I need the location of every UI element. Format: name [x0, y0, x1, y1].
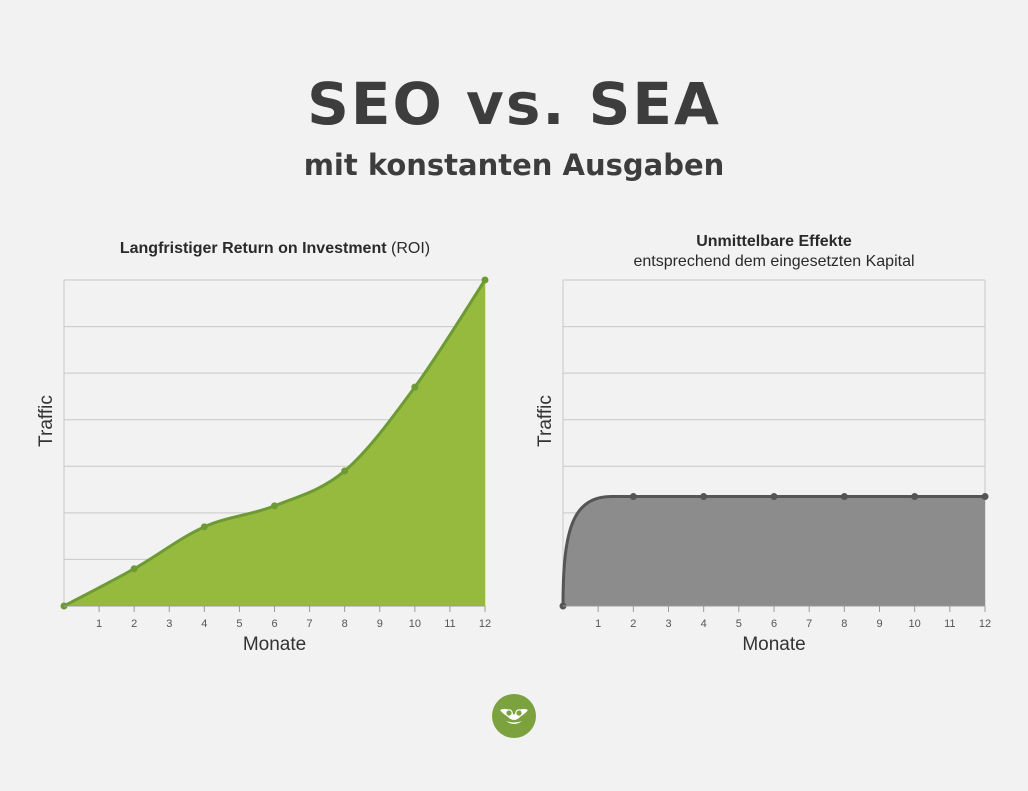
sea-x-tick-label: 5	[736, 618, 742, 630]
seo-data-point	[411, 383, 419, 391]
sea-x-tick-label: 8	[841, 618, 847, 630]
sea-y-axis-label: Traffic	[535, 395, 556, 447]
seo-x-axis-label: Monate	[243, 634, 306, 655]
sea-line	[561, 495, 987, 608]
sea-x-axis-label: Monate	[742, 634, 805, 655]
seo-x-tick-label: 4	[201, 618, 207, 630]
sea-data-point	[700, 493, 708, 501]
seo-x-tick-label: 8	[342, 618, 348, 630]
seo-data-point	[130, 565, 138, 573]
sea-x-tick-label: 11	[944, 618, 955, 630]
sea-area	[563, 496, 985, 606]
sea-chart-title: Unmittelbare Effekte	[696, 233, 852, 250]
sea-chart-heading: Unmittelbare Effekte entsprechend dem ei…	[563, 232, 985, 272]
seo-data-point	[341, 467, 349, 475]
sea-chart-subtitle: entsprechend dem eingesetzten Kapital	[633, 253, 915, 270]
seo-chart-title: Langfristiger Return on Investment	[119, 240, 387, 257]
seo-data-point	[481, 276, 489, 284]
seo-y-axis-label: Traffic	[36, 395, 57, 447]
seo-x-tick-label: 6	[271, 618, 277, 630]
seo-x-tick-label: 11	[444, 618, 455, 630]
sea-x-tick-label: 1	[595, 618, 601, 630]
seo-chart-title-suffix: (ROI)	[391, 240, 431, 257]
seo-x-tick-label: 10	[409, 618, 421, 630]
page-title: SEO vs. SEA	[307, 70, 721, 138]
owl-logo	[492, 694, 536, 738]
seo-chart-heading: Langfristiger Return on Investment (ROI)	[64, 240, 486, 258]
seo-x-tick-label: 9	[377, 618, 383, 630]
seo-data-point	[200, 523, 208, 531]
sea-data-point	[840, 493, 848, 501]
sea-data-point	[770, 493, 778, 501]
seo-x-tick-label: 5	[236, 618, 242, 630]
sea-x-tick-label: 12	[979, 618, 991, 630]
sea-data-point	[981, 493, 989, 501]
sea-data-point	[629, 493, 637, 501]
seo-x-tick-label: 1	[96, 618, 102, 630]
sea-x-tick-label: 4	[701, 618, 707, 630]
seo-data-point	[271, 502, 278, 510]
sea-data-point	[911, 493, 919, 501]
sea-x-tick-label: 6	[771, 618, 777, 630]
page-subtitle: mit konstanten Ausgaben	[303, 148, 725, 182]
seo-area	[64, 280, 485, 606]
sea-x-tick-label: 3	[665, 618, 671, 630]
sea-x-tick-label: 9	[876, 618, 882, 630]
seo-x-tick-label: 2	[131, 618, 137, 630]
owl-icon	[500, 708, 528, 724]
sea-x-tick-label: 10	[909, 618, 921, 630]
seo-x-tick-label: 7	[307, 618, 313, 630]
seo-x-tick-label: 12	[479, 618, 491, 630]
seo-x-tick-label: 3	[166, 618, 172, 630]
sea-x-tick-label: 7	[806, 618, 812, 630]
sea-x-tick-label: 2	[630, 618, 636, 630]
